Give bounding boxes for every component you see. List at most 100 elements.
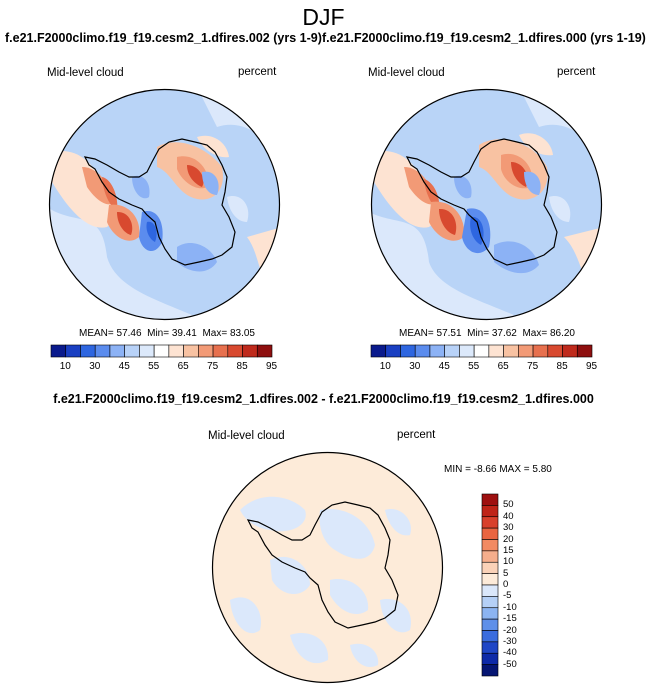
panel2-colorbar-box (459, 344, 475, 358)
diff-variable-label: Mid-level cloud (208, 430, 285, 442)
panel2-colorbar-box (488, 344, 504, 358)
diff-colorbar-box (481, 505, 499, 518)
panel2-colorbar-tick-label: 85 (556, 361, 568, 372)
panel1-colorbar-box (80, 344, 96, 358)
diff-colorbar-tick-label: -5 (503, 590, 512, 602)
panel1-colorbar-box (198, 344, 214, 358)
diff-colorbar-tick-label: -50 (503, 658, 517, 670)
panel1-colorbar-box (227, 344, 243, 358)
panel2-colorbar-tick-label: 65 (497, 361, 509, 372)
panel2-colorbar-tick-label: 30 (409, 361, 421, 372)
panel1-polar-map (48, 88, 281, 321)
diff-colorbar-box (481, 630, 499, 643)
diff-colorbar-tick-label: -30 (503, 635, 517, 647)
panel1-stats: MEAN= 57.46 Min= 39.41 Max= 83.05 (79, 328, 255, 339)
panel2-min: 37.62 (491, 328, 517, 339)
panel2-colorbar-box (444, 344, 460, 358)
diff-colorbar-box (481, 641, 499, 654)
diff-colorbar-ticks: 50 40 30 20 15 10 5 0 -5 -10 -15 -20 -30 -40 -50 (503, 494, 533, 676)
diff-colorbar (481, 493, 499, 677)
panel1-colorbar-tick-label: 65 (177, 361, 189, 372)
panel1-colorbar-box (109, 344, 125, 358)
panel2-colorbar-ticks: 10 30 45 55 65 75 85 95 (371, 361, 597, 375)
panel1-colorbar-box (168, 344, 184, 358)
panel2-colorbar-box (370, 344, 387, 358)
diff-colorbar-box (481, 550, 499, 563)
diff-title: f.e21.F2000climo.f19_f19.cesm2_1.dfires.… (53, 392, 594, 406)
panel1-colorbar-tick-label: 95 (266, 361, 278, 372)
diff-colorbar-box (481, 596, 499, 609)
panel2-cloud-field (371, 89, 602, 320)
diff-colorbar-tick-label: 20 (503, 533, 514, 545)
panel1-colorbar-box (183, 344, 199, 358)
panel1-colorbar-ticks: 10 30 45 55 65 75 85 95 (51, 361, 277, 375)
panel1-colorbar-tick-label: 45 (118, 361, 130, 372)
diff-colorbar-tick-label: -15 (503, 613, 517, 625)
panel1-max: 83.05 (229, 328, 255, 339)
panel2-colorbar (370, 344, 593, 358)
panel1-variable-label: Mid-level cloud (47, 67, 124, 79)
diff-cloud-field (212, 452, 443, 683)
panel2-colorbar-box (429, 344, 445, 358)
panel2-stats: MEAN= 57.51 Min= 37.62 Max= 86.20 (399, 328, 575, 339)
diff-polar-map (211, 451, 444, 684)
diff-colorbar-box (481, 493, 499, 506)
diff-colorbar-tick-label: 30 (503, 522, 514, 534)
panel1-colorbar-box (65, 344, 81, 358)
diff-colorbar-box (481, 664, 499, 677)
panel2-mean: 57.51 (436, 328, 462, 339)
panel2-colorbar-box (518, 344, 534, 358)
panel2-colorbar-box (473, 344, 490, 358)
diff-colorbar-box (481, 607, 499, 620)
panel2-colorbar-box (385, 344, 401, 358)
panel1-colorbar-tick-label: 55 (148, 361, 160, 372)
diff-colorbar-box (481, 539, 499, 552)
panel2-colorbar-box (547, 344, 563, 358)
panel2-colorbar-box (414, 344, 431, 358)
diff-colorbar-box (481, 618, 499, 631)
diff-colorbar-box (481, 573, 499, 586)
panel2-case-title: f.e21.F2000climo.f19_f19.cesm2_1.dfires.… (322, 31, 646, 45)
panel1-colorbar-box (242, 344, 258, 358)
diff-colorbar-box (481, 652, 499, 665)
diff-colorbar-tick-label: -20 (503, 624, 517, 636)
panel2-antarctica-coastline (405, 138, 558, 266)
panel2-colorbar-tick-label: 95 (586, 361, 598, 372)
panel1-colorbar-box (94, 344, 111, 358)
diff-max: 5.80 (532, 464, 552, 475)
diff-units-label: percent (397, 429, 436, 441)
panel1-colorbar-tick-label: 75 (207, 361, 219, 372)
panel1-colorbar-box (124, 344, 140, 358)
diff-colorbar-tick-label: 5 (503, 567, 509, 579)
panel1-colorbar-tick-label: 10 (59, 361, 71, 372)
panel2-colorbar-tick-label: 10 (379, 361, 391, 372)
diff-colorbar-tick-label: 40 (503, 510, 514, 522)
diff-colorbar-box (481, 584, 499, 597)
panel1-colorbar-tick-label: 85 (236, 361, 248, 372)
diff-colorbar-tick-label: -10 (503, 601, 517, 613)
panel1-map-border (48, 88, 281, 321)
season-title: DJF (302, 4, 345, 30)
panel1-mean: 57.46 (116, 328, 142, 339)
panel2-colorbar-box (503, 344, 519, 358)
panel2-variable-label: Mid-level cloud (368, 67, 445, 79)
diff-colorbar-box (481, 516, 499, 529)
diff-colorbar-box (481, 561, 499, 574)
panel1-colorbar-box (153, 344, 170, 358)
diff-colorbar-tick-label: 0 (503, 579, 509, 590)
diff-colorbar-tick-label: -40 (503, 647, 517, 659)
panel1-colorbar-box (139, 344, 155, 358)
panel2-colorbar-tick-label: 55 (468, 361, 480, 372)
panel1-colorbar-tick-label: 30 (89, 361, 101, 372)
panel1-case-title: f.e21.F2000climo.f19_f19.cesm2_1.dfires.… (5, 31, 322, 45)
panel2-colorbar-box (576, 344, 593, 358)
panel2-colorbar-tick-label: 75 (527, 361, 539, 372)
diff-colorbar-box (481, 527, 499, 540)
panel1-colorbar (50, 344, 273, 358)
diff-colorbar-tick-label: 10 (503, 556, 514, 568)
panel2-colorbar-box (400, 344, 416, 358)
panel1-antarctica-coastline (83, 138, 236, 266)
panel2-colorbar-box (532, 344, 549, 358)
diff-colorbar-tick-label: 15 (503, 544, 514, 556)
diff-antarctica-coastline (246, 501, 399, 629)
